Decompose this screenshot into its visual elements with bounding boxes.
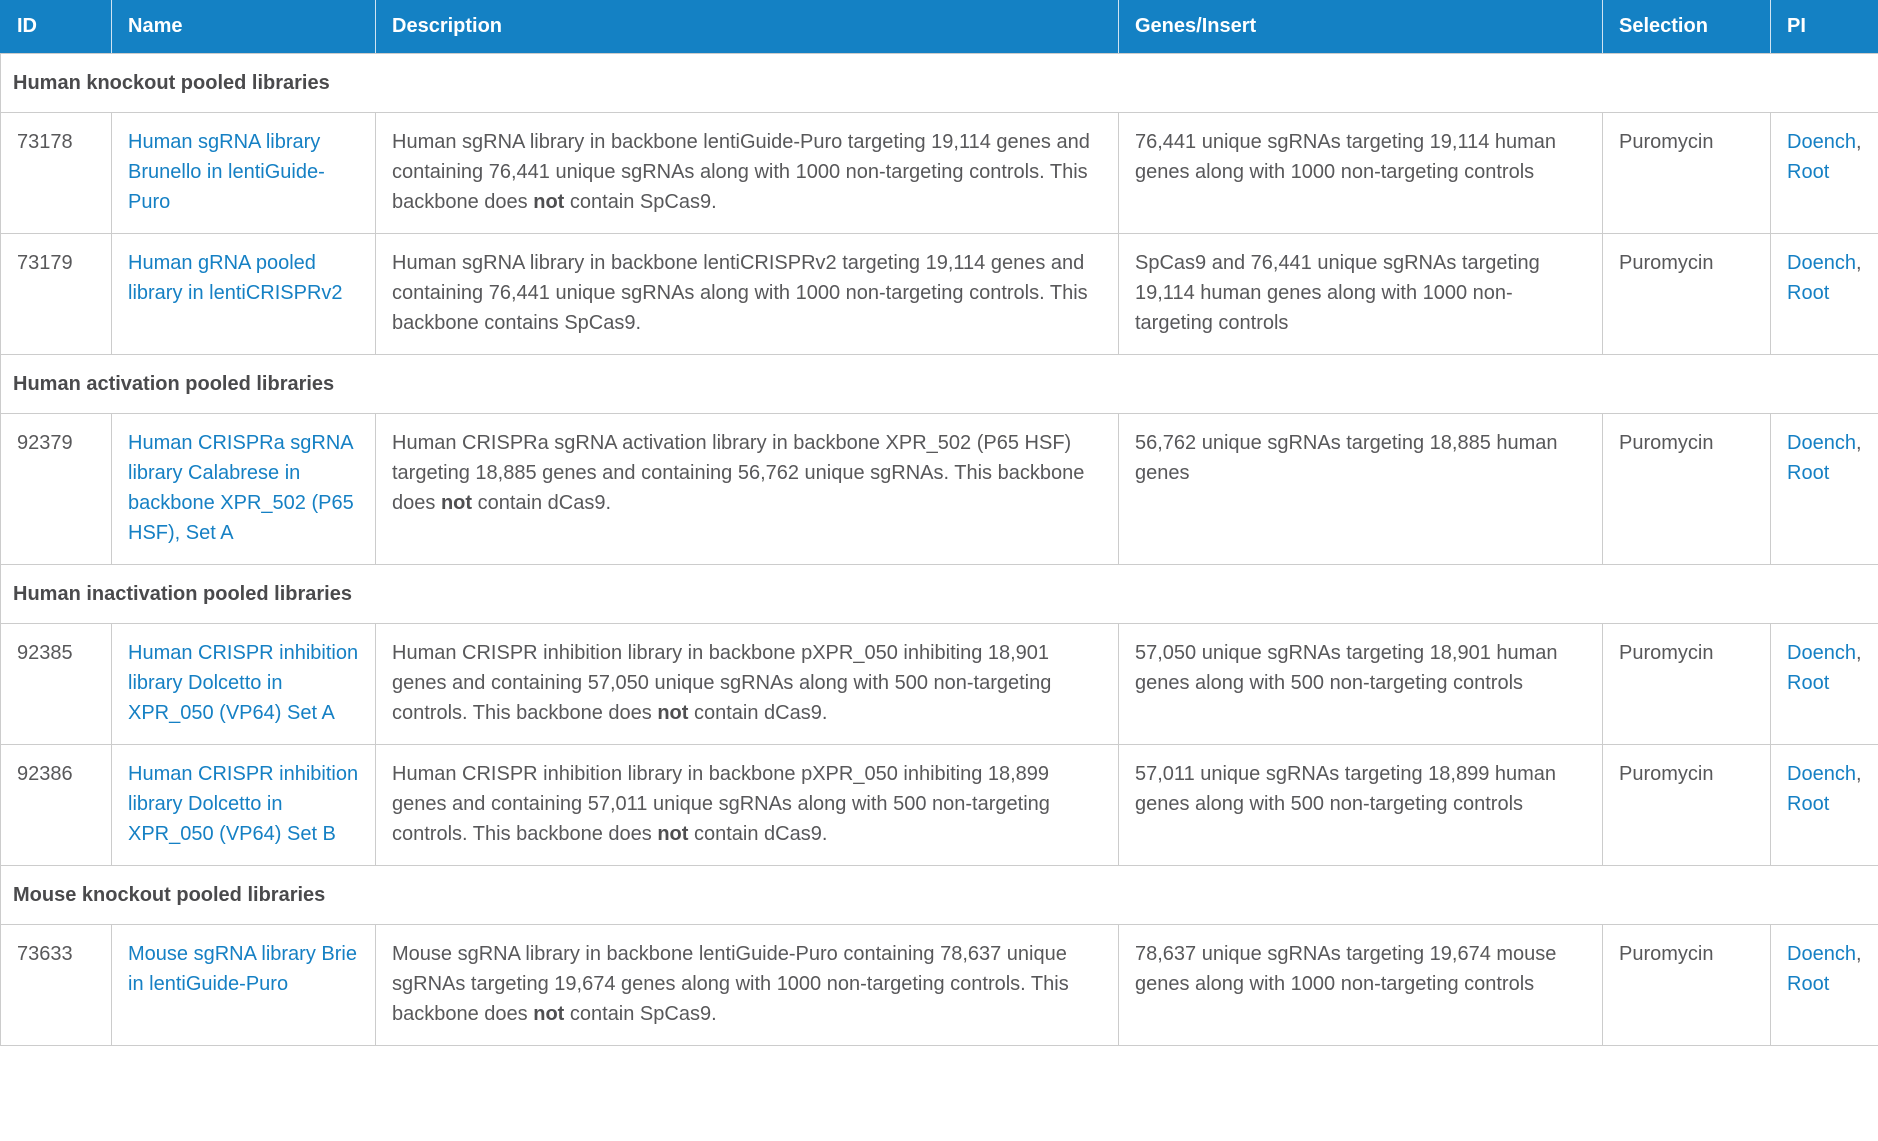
selection-cell: Puromycin — [1602, 112, 1771, 234]
library-name-link[interactable]: Human CRISPRa sgRNA library Calabrese in… — [128, 432, 354, 544]
column-header-pi: PI — [1770, 0, 1878, 54]
table-body: Human knockout pooled libraries 73178 Huma… — [0, 53, 1878, 1046]
description-cell: Human CRISPR inhibition library in backb… — [375, 744, 1119, 866]
selection-cell: Puromycin — [1602, 233, 1771, 355]
pi-cell: Doench, Root — [1770, 623, 1878, 745]
column-header-genes_insert: Genes/Insert — [1118, 0, 1603, 54]
column-header-description: Description — [375, 0, 1119, 54]
section-title: Mouse knockout pooled libraries — [0, 865, 1878, 925]
genes-insert-cell: 57,050 unique sgRNAs targeting 18,901 hu… — [1118, 623, 1603, 745]
description-cell: Human CRISPR inhibition library in backb… — [375, 623, 1119, 745]
pi-cell: Doench, Root — [1770, 924, 1878, 1046]
pi-link[interactable]: Root — [1787, 161, 1830, 183]
pi-cell: Doench, Root — [1770, 413, 1878, 565]
name-cell: Human CRISPR inhibition library Dolcetto… — [111, 744, 376, 866]
description-text: Human CRISPR inhibition library in backb… — [392, 642, 1052, 724]
genes-insert-cell: 76,441 unique sgRNAs targeting 19,114 hu… — [1118, 112, 1603, 234]
description-text: contain dCas9. — [688, 702, 828, 724]
description-bold-text: not — [657, 702, 689, 724]
id-cell: 92379 — [0, 413, 112, 565]
pi-link[interactable]: Root — [1787, 462, 1830, 484]
pi-link[interactable]: Doench — [1787, 432, 1856, 454]
pi-link[interactable]: Doench — [1787, 252, 1856, 274]
section-title: Human activation pooled libraries — [0, 354, 1878, 414]
section-header-row: Human activation pooled libraries — [0, 354, 1878, 414]
name-cell: Human sgRNA library Brunello in lentiGui… — [111, 112, 376, 234]
selection-cell: Puromycin — [1602, 413, 1771, 565]
column-header-selection: Selection — [1602, 0, 1771, 54]
description-text: contain SpCas9. — [564, 191, 717, 213]
pi-link[interactable]: Doench — [1787, 131, 1856, 153]
description-bold-text: not — [533, 1003, 565, 1025]
library-name-link[interactable]: Human CRISPR inhibition library Dolcetto… — [128, 763, 359, 845]
genes-insert-cell: 57,011 unique sgRNAs targeting 18,899 hu… — [1118, 744, 1603, 866]
column-header-name: Name — [111, 0, 376, 54]
description-text: Human CRISPR inhibition library in backb… — [392, 763, 1050, 845]
description-cell: Human sgRNA library in backbone lentiCRI… — [375, 233, 1119, 355]
pi-cell: Doench, Root — [1770, 233, 1878, 355]
section-title: Human inactivation pooled libraries — [0, 564, 1878, 624]
section-title: Human knockout pooled libraries — [0, 53, 1878, 113]
selection-cell: Puromycin — [1602, 623, 1771, 745]
description-cell: Mouse sgRNA library in backbone lentiGui… — [375, 924, 1119, 1046]
table-header: ID Name Description Genes/Insert Selection PI — [0, 0, 1878, 54]
pi-link[interactable]: Root — [1787, 973, 1830, 995]
genes-insert-cell: SpCas9 and 76,441 unique sgRNAs targetin… — [1118, 233, 1603, 355]
section-header-row: Mouse knockout pooled libraries — [0, 865, 1878, 925]
library-name-link[interactable]: Human sgRNA library Brunello in lentiGui… — [128, 131, 325, 213]
description-text: Mouse sgRNA library in backbone lentiGui… — [392, 943, 1069, 1025]
pi-link[interactable]: Doench — [1787, 642, 1856, 664]
pooled-libraries-table: ID Name Description Genes/Insert Selection PI… — [0, 0, 1878, 1046]
id-cell: 73633 — [0, 924, 112, 1046]
description-bold-text: not — [533, 191, 565, 213]
pooled-libraries-table-container: ID Name Description Genes/Insert Selection PI… — [0, 0, 1878, 1046]
library-name-link[interactable]: Human gRNA pooled library in lentiCRISPR… — [128, 252, 343, 304]
id-cell: 73179 — [0, 233, 112, 355]
name-cell: Human CRISPR inhibition library Dolcetto… — [111, 623, 376, 745]
description-bold-text: not — [657, 823, 689, 845]
pi-link[interactable]: Root — [1787, 793, 1830, 815]
table-row: 92379 Human CRISPRa sgRNA library Calabre… — [0, 413, 1878, 565]
library-name-link[interactable]: Human CRISPR inhibition library Dolcetto… — [128, 642, 359, 724]
name-cell: Human gRNA pooled library in lentiCRISPR… — [111, 233, 376, 355]
id-cell: 92386 — [0, 744, 112, 866]
description-text: contain SpCas9. — [564, 1003, 717, 1025]
library-name-link[interactable]: Mouse sgRNA library Brie in lentiGuide-P… — [128, 943, 357, 995]
description-cell: Human sgRNA library in backbone lentiGui… — [375, 112, 1119, 234]
description-text: contain dCas9. — [688, 823, 828, 845]
table-row: 92385 Human CRISPR inhibition library Dol… — [0, 623, 1878, 745]
id-cell: 73178 — [0, 112, 112, 234]
description-text: Human CRISPRa sgRNA activation library i… — [392, 432, 1085, 514]
table-row: 92386 Human CRISPR inhibition library Dol… — [0, 744, 1878, 866]
section-header-row: Human inactivation pooled libraries — [0, 564, 1878, 624]
pi-link[interactable]: Root — [1787, 672, 1830, 694]
column-header-id: ID — [0, 0, 112, 54]
name-cell: Human CRISPRa sgRNA library Calabrese in… — [111, 413, 376, 565]
header-row: ID Name Description Genes/Insert Selection PI — [0, 0, 1878, 54]
table-row: 73178 Human sgRNA library Brunello in len… — [0, 112, 1878, 234]
section-header-row: Human knockout pooled libraries — [0, 53, 1878, 113]
name-cell: Mouse sgRNA library Brie in lentiGuide-P… — [111, 924, 376, 1046]
pi-cell: Doench, Root — [1770, 744, 1878, 866]
description-text: contain dCas9. — [472, 492, 612, 514]
table-row: 73633 Mouse sgRNA library Brie in lentiGu… — [0, 924, 1878, 1046]
selection-cell: Puromycin — [1602, 744, 1771, 866]
description-cell: Human CRISPRa sgRNA activation library i… — [375, 413, 1119, 565]
pi-link[interactable]: Doench — [1787, 943, 1856, 965]
id-cell: 92385 — [0, 623, 112, 745]
description-text: Human sgRNA library in backbone lentiGui… — [392, 131, 1090, 213]
genes-insert-cell: 56,762 unique sgRNAs targeting 18,885 hu… — [1118, 413, 1603, 565]
description-bold-text: not — [440, 492, 473, 514]
genes-insert-cell: 78,637 unique sgRNAs targeting 19,674 mo… — [1118, 924, 1603, 1046]
description-text: Human sgRNA library in backbone lentiCRI… — [392, 252, 1088, 334]
pi-link[interactable]: Doench — [1787, 763, 1856, 785]
pi-cell: Doench, Root — [1770, 112, 1878, 234]
table-row: 73179 Human gRNA pooled library in lentiC… — [0, 233, 1878, 355]
selection-cell: Puromycin — [1602, 924, 1771, 1046]
pi-link[interactable]: Root — [1787, 282, 1830, 304]
